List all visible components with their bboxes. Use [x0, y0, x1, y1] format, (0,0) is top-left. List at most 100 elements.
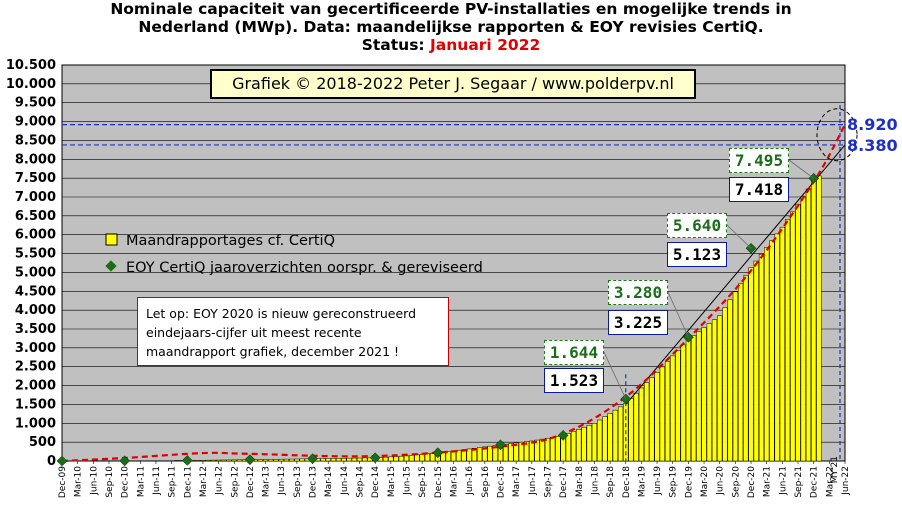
monthly-bar: [795, 203, 801, 462]
monthly-bar: [764, 247, 770, 462]
monthly-bar: [675, 350, 681, 462]
monthly-bar: [633, 392, 639, 462]
x-tick-label: Mar-13: [262, 466, 272, 497]
monthly-bar: [550, 436, 556, 462]
monthly-bar: [289, 458, 295, 462]
monthly-bar: [617, 406, 624, 462]
y-tick-label: 2.000: [15, 379, 56, 394]
legend-bar-swatch: [105, 233, 118, 246]
y-tick-label: 1.000: [15, 416, 56, 431]
note-line-1: Let op: EOY 2020 is nieuw gereconstrueer…: [146, 306, 417, 321]
monthly-bar: [529, 440, 535, 462]
label-eoy-2018-original: 1.523: [544, 368, 604, 393]
x-tick-label: Sep-14: [356, 466, 366, 498]
y-tick-label: 500: [29, 435, 56, 450]
monthly-bar: [236, 459, 243, 462]
legend-label-monthly: Maandrapportages cf. CertiQ: [126, 233, 335, 249]
monthly-bar: [388, 456, 394, 462]
label-leader-line: [667, 291, 689, 338]
eoy-marker: [56, 455, 68, 467]
monthly-bar: [706, 323, 712, 462]
monthly-bar: [753, 260, 759, 462]
x-tick-label: Mar-18: [575, 466, 585, 497]
monthly-bar: [696, 331, 702, 462]
x-tick-label: Jun-13: [277, 466, 287, 496]
x-tick-label: Mar-20: [700, 466, 710, 497]
eoy-marker: [557, 430, 569, 441]
monthly-bar: [800, 196, 806, 462]
monthly-bar: [336, 458, 342, 462]
eoy-marker: [495, 439, 506, 451]
y-tick-label: 4.000: [15, 303, 56, 318]
y-tick-label: 9.500: [15, 96, 56, 111]
monthly-bar: [555, 436, 561, 462]
monthly-bar: [383, 456, 389, 462]
monthly-bar: [419, 454, 425, 462]
x-tick-label: Jun-11: [152, 466, 162, 496]
monthly-bar: [816, 175, 822, 462]
x-tick-label: Mar-15: [387, 466, 397, 497]
x-tick-label: Mar-21: [763, 466, 773, 497]
x-axis-labels: Dec-09 Mar-10 Jun-10 Sep-10 Dec-10 Mar-11 Jun-…: [58, 461, 851, 498]
monthly-bar: [649, 377, 655, 462]
monthly-bar: [570, 431, 577, 462]
monthly-bar: [262, 459, 269, 462]
monthly-bar: [471, 447, 477, 462]
y-tick-label: 8.500: [15, 133, 56, 148]
y-tick-label: 10.000: [6, 77, 56, 92]
monthly-bar: [221, 459, 227, 462]
legend-label-eoy: EOY CertiQ jaaroverzichten oorspr. & ger…: [126, 260, 483, 276]
x-tick-label: Jun-18: [590, 466, 600, 496]
x-tick-label: Dec-21: [810, 466, 820, 498]
monthly-bar: [717, 315, 723, 462]
monthly-bar: [414, 454, 420, 462]
monthly-bar: [294, 458, 300, 462]
x-tick-label: Mar-22: [825, 466, 835, 497]
monthly-bar: [769, 240, 775, 462]
x-tick-label: Dec-09: [58, 466, 68, 498]
monthly-bar: [268, 459, 274, 462]
monthly-bar: [602, 416, 608, 462]
title-line-2: Nederland (MWp). Data: maandelijkse rapp…: [138, 18, 764, 36]
monthly-bar: [487, 445, 493, 462]
x-tick-label: Dec-18: [622, 466, 632, 498]
y-tick-label: 2.500: [15, 360, 56, 375]
y-tick-label: 7.500: [15, 171, 56, 186]
monthly-bar: [758, 254, 765, 462]
monthly-bar: [174, 460, 180, 462]
x-tick-label: Sep-12: [230, 466, 240, 498]
monthly-bar: [508, 443, 514, 462]
monthly-bar: [597, 419, 603, 462]
x-tick-label: Dec-20: [747, 466, 757, 498]
monthly-bar: [805, 188, 812, 462]
monthly-bar: [195, 460, 201, 462]
red-trend-curve: [61, 124, 846, 463]
eoy-marker: [432, 447, 444, 459]
monthly-bar: [732, 291, 738, 462]
monthly-bar: [216, 459, 222, 462]
monthly-bar: [784, 219, 791, 462]
monthly-bar: [711, 319, 718, 462]
x-tick-label: Jun-14: [340, 466, 350, 496]
monthly-bar: [534, 439, 540, 462]
monthly-bar: [356, 457, 363, 462]
x-tick-label: Mar-11: [136, 466, 146, 497]
y-tick-label: 5.500: [15, 247, 56, 262]
monthly-bar: [680, 344, 686, 462]
monthly-bar: [612, 409, 618, 462]
y-tick-label: 5.000: [15, 265, 56, 280]
monthly-bar: [779, 226, 785, 462]
revision-note: Let op: EOY 2020 is nieuw gereconstrueer…: [137, 297, 449, 366]
monthly-bar: [518, 442, 524, 462]
x-tick-label: Jun-17: [528, 466, 538, 496]
monthly-bar: [330, 458, 337, 462]
projection-high-label: 8.920: [847, 115, 898, 134]
x-tick-label: Sep-18: [606, 466, 616, 498]
label-leader-line: [726, 224, 752, 249]
eoy-marker: [119, 455, 130, 467]
x-tick-label: Mar-16: [450, 466, 460, 497]
x-tick-label: Dec-17: [559, 466, 569, 498]
y-tick-label: 3.500: [15, 322, 56, 337]
copyright-banner: Grafiek © 2018-2022 Peter J. Segaar / ww…: [210, 69, 696, 99]
monthly-bar: [581, 427, 587, 462]
